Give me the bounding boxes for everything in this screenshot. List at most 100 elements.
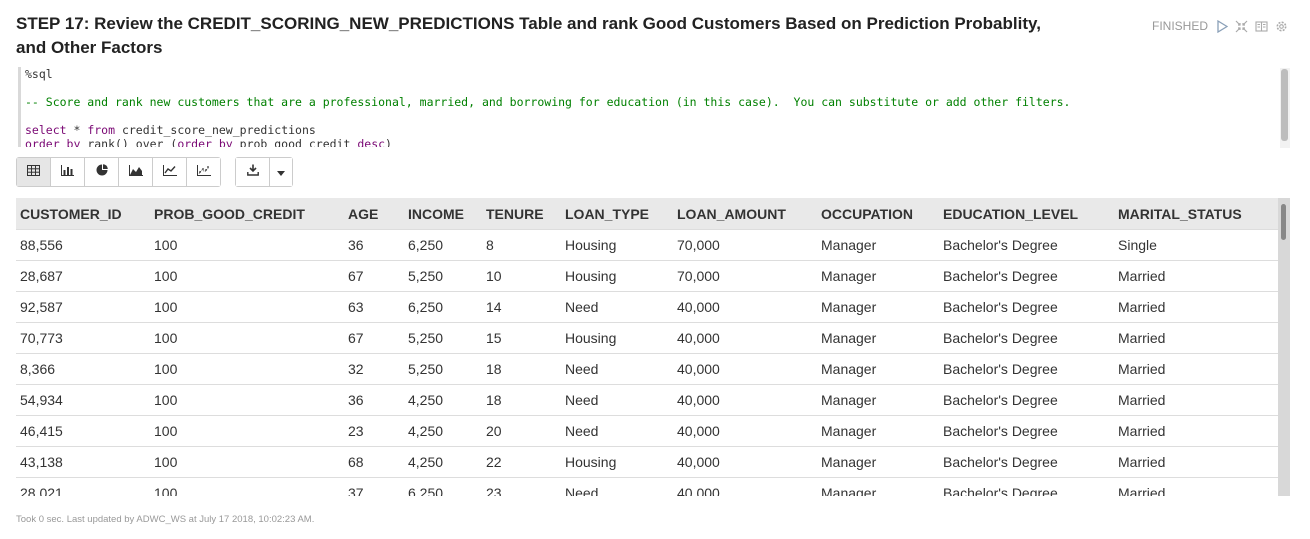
results-table-container: CUSTOMER_ID PROB_GOOD_CREDIT AGE INCOME …	[16, 198, 1278, 496]
table-scrollbar[interactable]	[1278, 198, 1290, 496]
table-cell: Housing	[561, 229, 673, 261]
pie-chart-button[interactable]	[85, 158, 119, 186]
table-cell: Manager	[817, 446, 939, 478]
bar-chart-button[interactable]	[51, 158, 85, 186]
sql-keyword: select	[25, 123, 67, 137]
table-cell: Housing	[561, 446, 673, 478]
column-header[interactable]: EDUCATION_LEVEL	[939, 198, 1114, 230]
table-cell: 70,000	[673, 229, 817, 261]
editor-scrollbar[interactable]	[1280, 68, 1290, 148]
table-cell: 100	[150, 446, 344, 478]
table-cell: Bachelor's Degree	[939, 353, 1114, 385]
caret-down-icon	[277, 163, 285, 181]
table-cell: 40,000	[673, 353, 817, 385]
table-cell: Married	[1114, 353, 1278, 385]
table-cell: 100	[150, 353, 344, 385]
table-row: 28,021 100 37 6,250 23 Need 40,000 Manag…	[16, 477, 1278, 496]
bar-chart-icon	[61, 163, 74, 181]
download-dropdown-button[interactable]	[270, 158, 292, 186]
table-cell: Need	[561, 353, 673, 385]
table-view-button[interactable]	[17, 158, 51, 186]
download-icon	[246, 163, 259, 181]
table-cell: 43,138	[16, 446, 150, 478]
table-cell: Manager	[817, 322, 939, 354]
table-cell: Married	[1114, 446, 1278, 478]
table-cell: Manager	[817, 260, 939, 292]
table-row: 43,138 100 68 4,250 22 Housing 40,000 Ma…	[16, 446, 1278, 478]
table-cell: Single	[1114, 229, 1278, 261]
table-cell: 18	[482, 384, 561, 416]
table-cell: Housing	[561, 322, 673, 354]
table-cell: 8	[482, 229, 561, 261]
table-cell: Married	[1114, 384, 1278, 416]
table-cell: Manager	[817, 384, 939, 416]
table-cell: 100	[150, 291, 344, 323]
status-text: FINISHED	[1151, 19, 1208, 33]
table-cell: Bachelor's Degree	[939, 384, 1114, 416]
table-row: 54,934 100 36 4,250 18 Need 40,000 Manag…	[16, 384, 1278, 416]
table-cell: Bachelor's Degree	[939, 477, 1114, 496]
scatter-chart-button[interactable]	[187, 158, 220, 186]
table-cell: 18	[482, 353, 561, 385]
table-header-row: CUSTOMER_ID PROB_GOOD_CREDIT AGE INCOME …	[16, 198, 1278, 230]
run-icon[interactable]	[1215, 19, 1228, 33]
table-cell: Need	[561, 384, 673, 416]
column-header[interactable]: MARITAL_STATUS	[1114, 198, 1278, 230]
column-header[interactable]: LOAN_TYPE	[561, 198, 673, 230]
hide-output-icon[interactable]	[1235, 20, 1248, 33]
table-cell: Bachelor's Degree	[939, 260, 1114, 292]
column-header[interactable]: PROB_GOOD_CREDIT	[150, 198, 344, 230]
column-header[interactable]: LOAN_AMOUNT	[673, 198, 817, 230]
table-row: 28,687 100 67 5,250 10 Housing 70,000 Ma…	[16, 260, 1278, 292]
table-cell: 36	[344, 229, 404, 261]
table-cell: 92,587	[16, 291, 150, 323]
editor-line-comment: -- Score and rank new customers that are…	[25, 95, 1071, 109]
table-scrollbar-thumb[interactable]	[1281, 204, 1286, 240]
table-cell: Bachelor's Degree	[939, 415, 1114, 447]
table-row: 8,366 100 32 5,250 18 Need 40,000 Manage…	[16, 353, 1278, 385]
table-cell: 40,000	[673, 477, 817, 496]
table-cell: Bachelor's Degree	[939, 322, 1114, 354]
table-cell: 37	[344, 477, 404, 496]
table-cell: 63	[344, 291, 404, 323]
table-cell: 70,000	[673, 260, 817, 292]
table-cell: 40,000	[673, 384, 817, 416]
area-chart-icon	[128, 163, 143, 181]
area-chart-button[interactable]	[119, 158, 153, 186]
sql-text: rank() over (	[80, 137, 178, 147]
editor-line-order: order by rank() over (order by prob_good…	[21, 137, 1283, 147]
column-header[interactable]: INCOME	[404, 198, 482, 230]
table-icon	[27, 163, 40, 181]
sql-text: )	[385, 137, 392, 147]
column-header[interactable]: CUSTOMER_ID	[16, 198, 150, 230]
pie-chart-icon	[96, 163, 108, 181]
settings-gear-icon[interactable]	[1275, 20, 1288, 33]
line-chart-button[interactable]	[153, 158, 187, 186]
scatter-chart-icon	[196, 163, 211, 181]
chart-type-group	[16, 157, 221, 187]
editor-line-select: select * from credit_score_new_predictio…	[21, 123, 1283, 137]
table-cell: 22	[482, 446, 561, 478]
table-cell: 100	[150, 260, 344, 292]
column-header[interactable]: TENURE	[482, 198, 561, 230]
table-cell: 100	[150, 229, 344, 261]
code-editor[interactable]: %sql -- Score and rank new customers tha…	[18, 67, 1283, 147]
column-header[interactable]: OCCUPATION	[817, 198, 939, 230]
table-cell: 6,250	[404, 229, 482, 261]
download-button[interactable]	[236, 158, 270, 186]
table-cell: 100	[150, 322, 344, 354]
book-icon[interactable]	[1255, 20, 1268, 33]
table-cell: Need	[561, 477, 673, 496]
paragraph-controls: FINISHED	[1152, 19, 1288, 33]
editor-scrollbar-thumb[interactable]	[1281, 69, 1288, 141]
table-cell: Manager	[817, 229, 939, 261]
table-cell: 15	[482, 322, 561, 354]
table-cell: Married	[1114, 477, 1278, 496]
table-cell: Manager	[817, 291, 939, 323]
sql-text: prob_good_credit	[232, 137, 358, 147]
table-cell: 100	[150, 415, 344, 447]
sql-keyword: order by	[177, 137, 233, 147]
table-cell: 6,250	[404, 477, 482, 496]
column-header[interactable]: AGE	[344, 198, 404, 230]
table-cell: Housing	[561, 260, 673, 292]
